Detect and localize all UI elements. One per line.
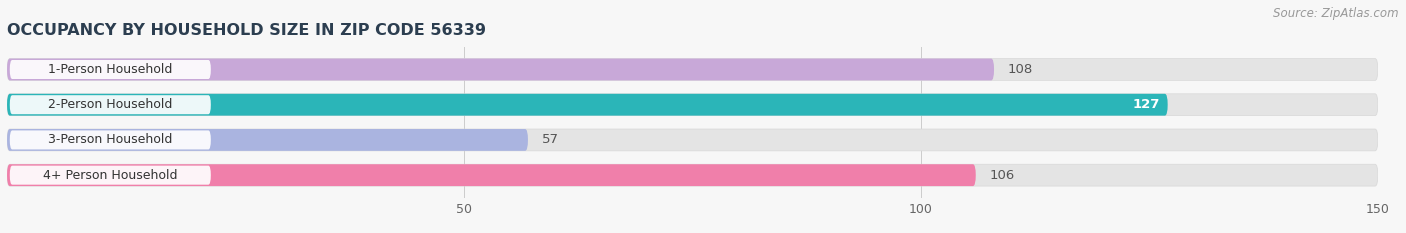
Text: 57: 57 bbox=[541, 134, 558, 146]
FancyBboxPatch shape bbox=[10, 166, 211, 185]
FancyBboxPatch shape bbox=[7, 58, 1378, 80]
FancyBboxPatch shape bbox=[10, 130, 211, 149]
Text: 127: 127 bbox=[1133, 98, 1160, 111]
Text: 2-Person Household: 2-Person Household bbox=[48, 98, 173, 111]
Text: OCCUPANCY BY HOUSEHOLD SIZE IN ZIP CODE 56339: OCCUPANCY BY HOUSEHOLD SIZE IN ZIP CODE … bbox=[7, 24, 486, 38]
FancyBboxPatch shape bbox=[10, 95, 211, 114]
FancyBboxPatch shape bbox=[7, 129, 529, 151]
FancyBboxPatch shape bbox=[7, 129, 1378, 151]
FancyBboxPatch shape bbox=[7, 58, 994, 80]
FancyBboxPatch shape bbox=[7, 94, 1378, 116]
Text: 1-Person Household: 1-Person Household bbox=[48, 63, 173, 76]
FancyBboxPatch shape bbox=[7, 164, 1378, 186]
Text: Source: ZipAtlas.com: Source: ZipAtlas.com bbox=[1274, 7, 1399, 20]
Text: 3-Person Household: 3-Person Household bbox=[48, 134, 173, 146]
Text: 106: 106 bbox=[990, 169, 1015, 182]
Text: 4+ Person Household: 4+ Person Household bbox=[44, 169, 177, 182]
FancyBboxPatch shape bbox=[10, 60, 211, 79]
FancyBboxPatch shape bbox=[7, 164, 976, 186]
FancyBboxPatch shape bbox=[7, 94, 1167, 116]
Text: 108: 108 bbox=[1008, 63, 1033, 76]
